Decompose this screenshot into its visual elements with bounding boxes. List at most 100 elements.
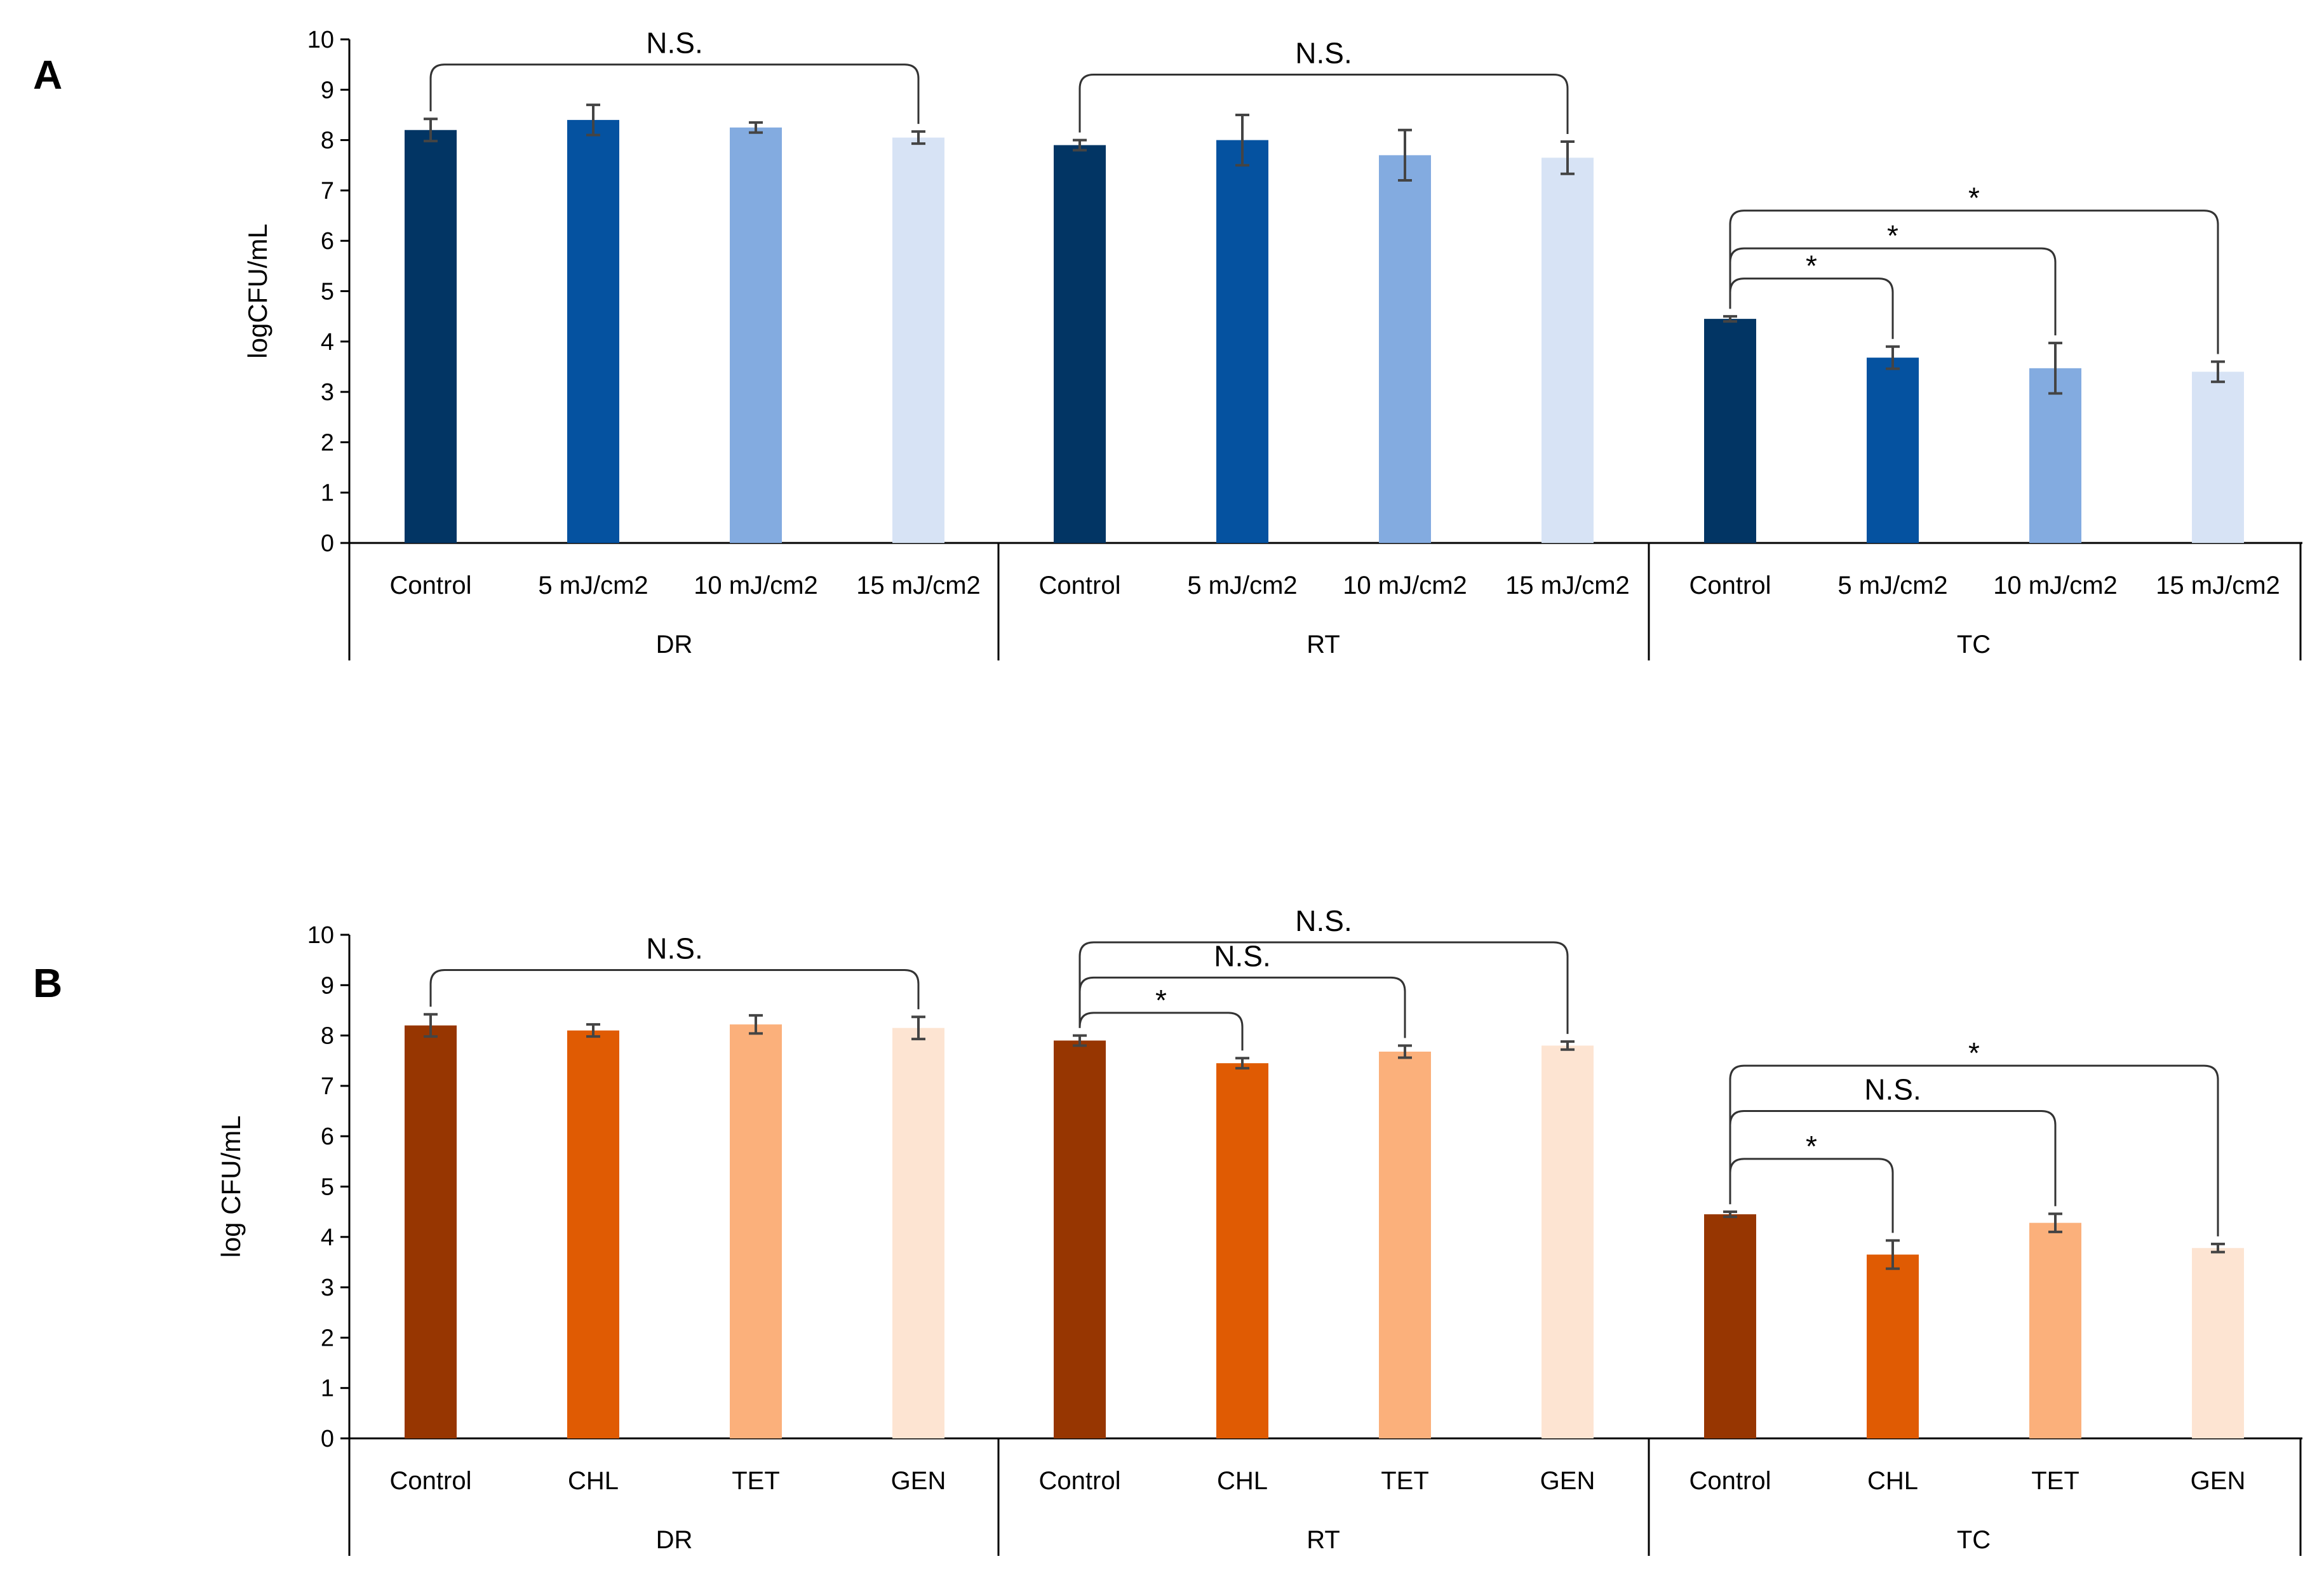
group-label: RT — [1306, 1526, 1340, 1554]
y-tick-label: 6 — [321, 1123, 334, 1150]
category-label: Control — [1689, 1467, 1771, 1495]
bar — [405, 1025, 457, 1438]
bar — [1216, 140, 1268, 544]
bar — [1867, 1254, 1919, 1438]
category-label: 5 mJ/cm2 — [1187, 572, 1297, 599]
significance-label: N.S. — [1295, 37, 1352, 70]
bar — [1704, 319, 1756, 543]
bar — [2029, 368, 2081, 543]
significance-label: N.S. — [1864, 1073, 1921, 1106]
category-label: Control — [1039, 572, 1121, 599]
panel-a-chart: A 0 1 2 3 4 5 6 7 8 9 10 logCFU/mL DR Control 5 mJ/cm2 1… — [33, 27, 2302, 660]
significance-label: * — [1887, 219, 1898, 252]
y-axis-title: log CFU/mL — [216, 1115, 246, 1257]
significance-bracket — [429, 64, 920, 124]
category-label: 5 mJ/cm2 — [1837, 572, 1947, 599]
panel-letter: B — [33, 960, 62, 1006]
category-label: 15 mJ/cm2 — [856, 572, 981, 599]
bar — [1054, 1040, 1106, 1438]
bar — [1379, 1051, 1431, 1438]
y-tick-label: 9 — [321, 77, 334, 104]
category-label: TET — [732, 1467, 780, 1495]
y-tick-label: 10 — [307, 27, 334, 53]
group-label: TC — [1957, 1526, 1991, 1554]
significance-bracket — [1078, 74, 1569, 134]
category-label: 5 mJ/cm2 — [538, 572, 648, 599]
y-tick-label: 1 — [321, 480, 334, 507]
y-tick-label: 8 — [321, 1023, 334, 1050]
category-label: Control — [1689, 572, 1771, 599]
bar — [2192, 372, 2244, 543]
bar — [892, 137, 944, 543]
category-label: GEN — [2191, 1467, 2246, 1495]
category-label: Control — [390, 1467, 472, 1495]
category-label: CHL — [1217, 1467, 1268, 1495]
significance-bracket — [429, 969, 920, 1010]
y-tick-label: 1 — [321, 1376, 334, 1402]
significance-label: * — [1155, 984, 1167, 1017]
category-label: GEN — [1540, 1467, 1595, 1495]
category-label: 15 mJ/cm2 — [1505, 572, 1630, 599]
y-tick-label: 2 — [321, 429, 334, 456]
category-label: CHL — [568, 1467, 619, 1495]
bar — [405, 130, 457, 544]
significance-label: N.S. — [1295, 904, 1352, 937]
significance-label: * — [1806, 1130, 1817, 1163]
significance-label: * — [1968, 182, 1980, 215]
y-tick-label: 7 — [321, 1073, 334, 1100]
bar — [1054, 145, 1106, 543]
y-tick-label: 7 — [321, 178, 334, 204]
y-tick-label: 0 — [321, 1426, 334, 1452]
bar — [567, 119, 619, 543]
y-tick-label: 5 — [321, 279, 334, 305]
y-tick-label: 10 — [307, 922, 334, 949]
bar — [1379, 155, 1431, 543]
category-label: Control — [390, 572, 472, 599]
group-label: RT — [1306, 631, 1340, 659]
category-label: 10 mJ/cm2 — [1993, 572, 2118, 599]
group-label: DR — [656, 1526, 693, 1554]
category-label: Control — [1039, 1467, 1121, 1495]
significance-bracket — [1729, 1064, 2219, 1236]
category-label: 10 mJ/cm2 — [1343, 572, 1467, 599]
panel-b-chart: B 0 1 2 3 4 5 6 7 8 9 10 log CFU/mL DR Control CHL TET GE… — [33, 904, 2302, 1556]
bar — [1541, 157, 1594, 544]
y-axis-title: logCFU/mL — [243, 224, 272, 358]
significance-label: N.S. — [646, 27, 702, 60]
group-label: TC — [1957, 631, 1991, 659]
bar — [1216, 1063, 1268, 1438]
significance-label: N.S. — [1214, 939, 1270, 972]
y-tick-label: 9 — [321, 972, 334, 999]
y-tick-label: 8 — [321, 128, 334, 154]
significance-label: N.S. — [646, 932, 702, 965]
bar — [567, 1030, 619, 1438]
y-tick-label: 0 — [321, 530, 334, 557]
bar — [1541, 1045, 1594, 1438]
panel-letter: A — [33, 52, 62, 98]
y-tick-label: 5 — [321, 1174, 334, 1201]
significance-bracket — [1729, 210, 2219, 354]
bar — [892, 1028, 944, 1438]
significance-label: * — [1806, 250, 1817, 283]
y-tick-label: 3 — [321, 1275, 334, 1301]
y-tick-label: 2 — [321, 1325, 334, 1351]
significance-bracket — [1078, 941, 1569, 1034]
y-tick-label: 6 — [321, 228, 334, 255]
y-tick-label: 4 — [321, 329, 334, 356]
significance-label: * — [1968, 1036, 1980, 1069]
category-label: TET — [2031, 1467, 2079, 1495]
category-label: TET — [1381, 1467, 1429, 1495]
y-tick-label: 3 — [321, 379, 334, 406]
y-tick-label: 4 — [321, 1224, 334, 1251]
category-label: 15 mJ/cm2 — [2156, 572, 2280, 599]
bar — [730, 1024, 782, 1438]
bar — [1704, 1214, 1756, 1438]
bar — [2192, 1248, 2244, 1438]
bar — [730, 127, 782, 543]
group-label: DR — [656, 631, 693, 659]
category-label: GEN — [891, 1467, 946, 1495]
bar — [2029, 1222, 2081, 1438]
category-label: CHL — [1867, 1467, 1918, 1495]
category-label: 10 mJ/cm2 — [694, 572, 818, 599]
